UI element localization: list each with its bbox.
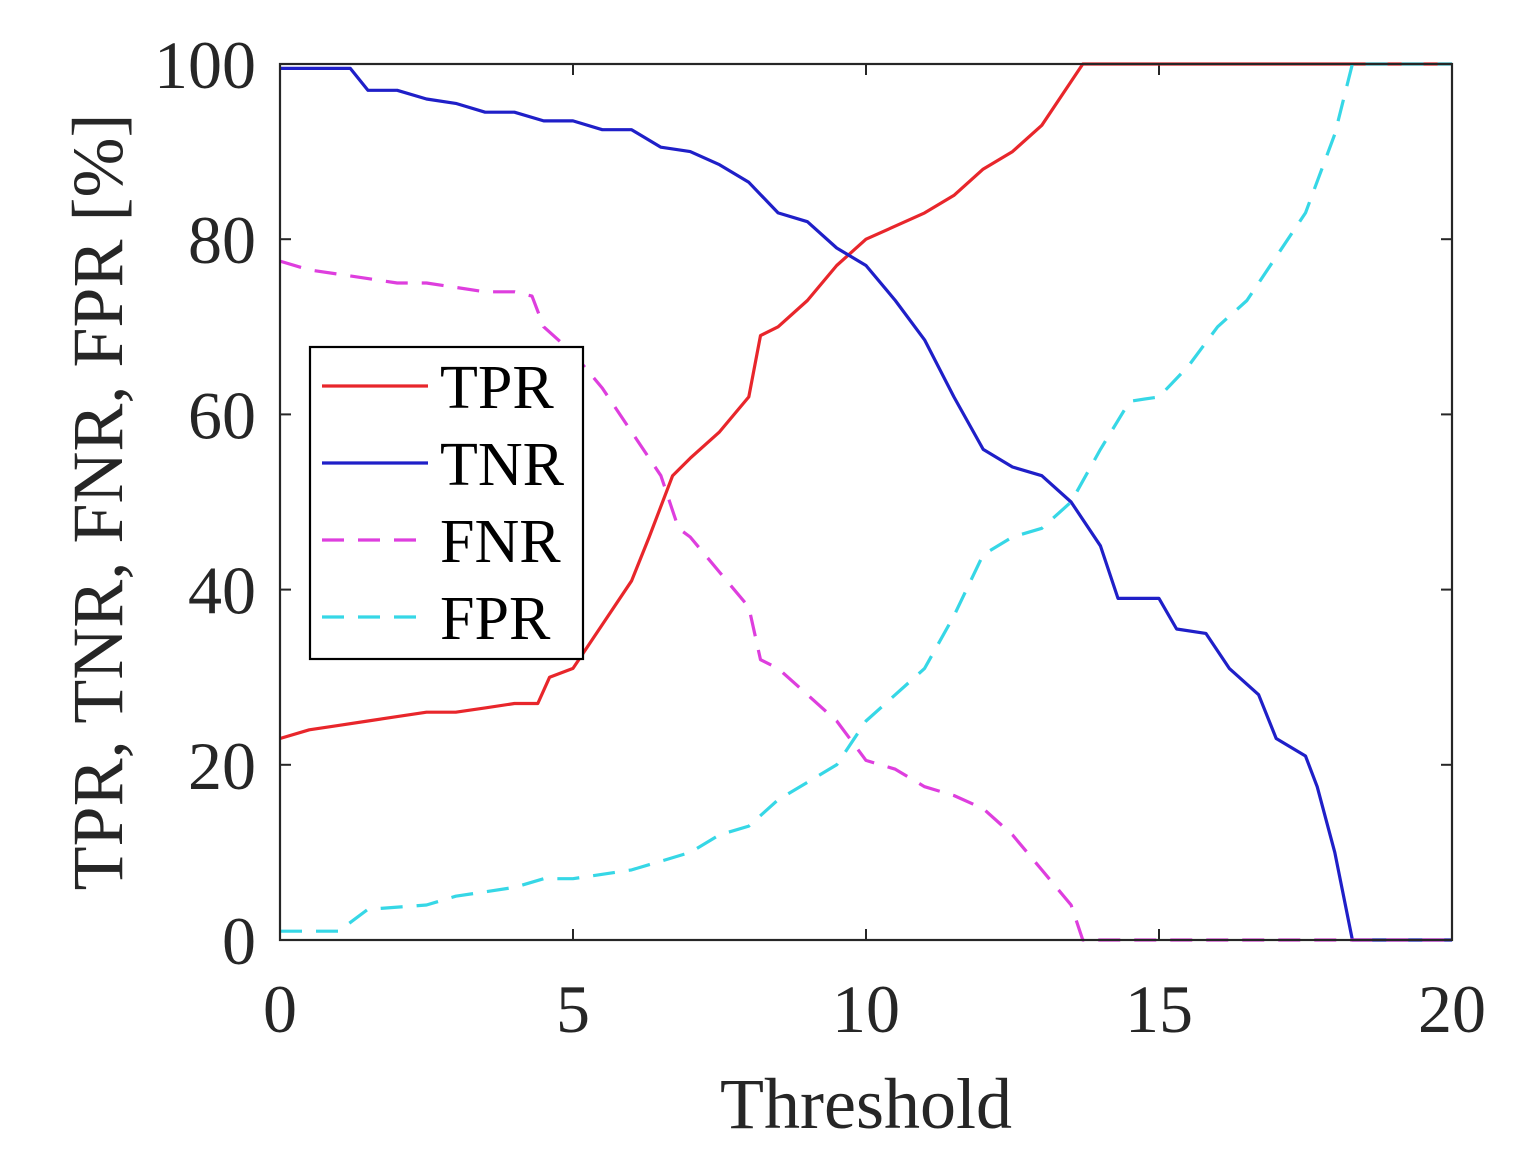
y-tick-label: 60: [188, 377, 256, 453]
x-tick-label: 20: [1418, 971, 1486, 1047]
y-tick-label: 100: [154, 27, 256, 103]
y-tick-labels: 0 20 40 60 80 100: [154, 27, 256, 979]
y-tick-label: 20: [188, 728, 256, 804]
x-tick-label: 15: [1125, 971, 1193, 1047]
x-tick-label: 10: [832, 971, 900, 1047]
y-axis-title: TPR, TNR, FNR, FPR [%]: [58, 114, 138, 891]
x-tick-label: 0: [263, 971, 297, 1047]
legend-label-fnr: FNR: [440, 508, 561, 576]
legend-box: [308, 345, 585, 661]
legend-label-tpr: TPR: [440, 354, 554, 422]
y-tick-label: 0: [222, 903, 256, 979]
x-axis-title: Threshold: [720, 1064, 1012, 1144]
series-layer: [279, 62, 1452, 942]
y-tick-label: 80: [188, 202, 256, 278]
series-line-tnr: [280, 66, 1452, 942]
series-line-fpr: [280, 62, 1452, 933]
series-line-tpr: [279, 62, 1452, 741]
legend-label-fpr: FPR: [440, 585, 551, 653]
y-tick-label: 40: [188, 553, 256, 629]
legend-label-tnr: TNR: [440, 431, 565, 499]
legend: TPR TNR FNR FPR: [308, 345, 585, 661]
x-tick-labels: 0 5 10 15 20: [263, 971, 1486, 1047]
x-tick-label: 5: [556, 971, 590, 1047]
series-line-fnr: [279, 259, 1452, 942]
plot-frame: [278, 62, 1454, 942]
